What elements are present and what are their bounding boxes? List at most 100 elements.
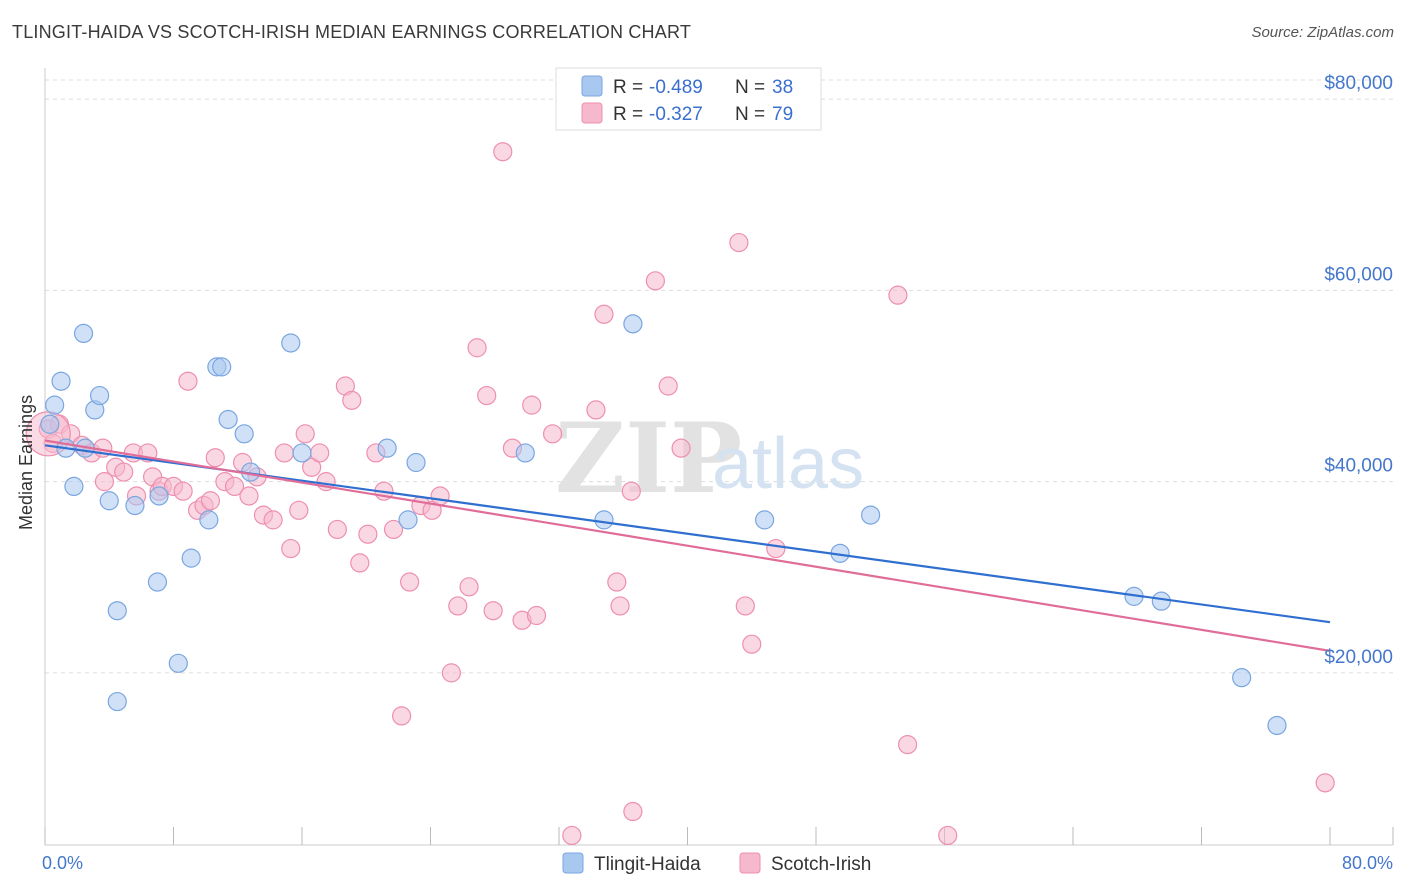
legend-swatch-blue [581, 75, 603, 97]
x-tick-labels: 0.0% 80.0% [42, 853, 1393, 873]
legend-n-value-1: 38 [772, 77, 793, 98]
source-credit: Source: ZipAtlas.com [1251, 24, 1394, 41]
scotch-irish-point-65 [607, 572, 627, 592]
tlingit-haida-point-17 [199, 510, 219, 530]
y-tick-label-3: $80,000 [1324, 73, 1393, 94]
bottom-legend-tlingit-haida: Tlingit-Haida [594, 854, 701, 875]
chart-title: TLINGIT-HAIDA VS SCOTCH-IRISH MEDIAN EAR… [12, 22, 692, 42]
tlingit-haida-point-30 [623, 314, 643, 334]
tlingit-haida-point-12 [125, 495, 145, 516]
scotch-irish-point-26 [239, 486, 259, 506]
scotch-irish-point-46 [400, 572, 420, 592]
legend-n-value-2: 79 [772, 104, 793, 125]
tlingit-haida-point-27 [406, 452, 426, 473]
scotch-irish-point-60 [526, 605, 547, 626]
scotch-irish-point-66 [610, 596, 630, 616]
scotch-irish-point-75 [766, 538, 786, 559]
legend-swatch-pink [581, 102, 603, 124]
scotch-irish-point-24 [224, 476, 245, 497]
scotch-irish-point-77 [897, 734, 918, 755]
scotch-irish-point-52 [459, 577, 479, 597]
scotch-irish-point-31 [281, 538, 301, 559]
scotch-irish-point-44 [383, 519, 404, 540]
scotch-irish-point-18 [178, 371, 198, 391]
tlingit-haida-point-8 [90, 385, 110, 406]
tlingit-haida-point-24 [292, 443, 312, 463]
tlingit-haida-point-15 [168, 653, 188, 673]
scotch-irish-point-30 [274, 443, 294, 463]
scotch-irish-point-50 [441, 663, 461, 683]
tlingit-haida-point-21 [234, 424, 254, 444]
scotch-irish-point-51 [448, 596, 468, 616]
scotch-irish-point-56 [493, 142, 513, 162]
tlingit-haida-point-33 [861, 505, 881, 525]
tlingit-haida-point-10 [107, 601, 127, 621]
scotch-irish-point-55 [483, 601, 503, 621]
tlingit-haida-points [40, 314, 1287, 736]
legend-n-label-1: N = [735, 77, 765, 98]
scotch-irish-point-21 [200, 491, 221, 511]
scotch-irish-point-64 [594, 304, 614, 324]
scotch-irish-point-32 [289, 500, 309, 520]
correlation-legend: R = -0.489 N = 38 R = -0.327 N = 79 [555, 67, 822, 131]
tlingit-haida-point-9 [99, 491, 119, 511]
scotch-irish-point-37 [327, 519, 347, 540]
scotch-irish-point-17 [173, 481, 193, 501]
tlingit-haida-point-1 [45, 395, 65, 415]
y-tick-label-2: $60,000 [1324, 264, 1393, 285]
tlingit-haida-point-19 [212, 357, 232, 377]
tlingit-haida-point-25 [377, 438, 397, 458]
tlingit-haida-point-13 [147, 572, 168, 592]
scotch-irish-point-72 [729, 232, 749, 253]
x-tick-label-end: 80.0% [1342, 853, 1393, 873]
watermark-atlas: atlas [712, 424, 864, 504]
scotch-irish-point-40 [350, 553, 370, 573]
tlingit-haida-point-11 [107, 691, 127, 712]
scotch-irish-point-54 [477, 385, 497, 406]
scotch-irish-point-35 [310, 443, 330, 463]
scotch-irish-point-71 [671, 438, 691, 458]
scotch-irish-point-73 [735, 596, 755, 616]
scotch-irish-point-49 [430, 486, 450, 506]
series-legend: Tlingit-Haida Scotch-Irish [562, 852, 871, 875]
scotch-irish-point-67 [623, 801, 643, 822]
bottom-legend-swatch-blue [562, 852, 584, 874]
scotch-irish-point-29 [263, 510, 283, 530]
legend-r-value-2: -0.327 [649, 104, 703, 125]
scotch-irish-point-39 [342, 390, 362, 410]
tlingit-haida-point-29 [594, 510, 614, 530]
scotch-irish-point-70 [658, 376, 678, 396]
tlingit-haida-point-4 [64, 476, 84, 497]
legend-r-value-1: -0.489 [649, 77, 703, 98]
tlingit-haida-point-26 [398, 510, 418, 530]
scotch-irish-point-78 [938, 825, 958, 846]
tlingit-haida-point-23 [281, 333, 301, 353]
bottom-legend-scotch-irish: Scotch-Irish [771, 854, 871, 875]
scotch-irish-point-33 [295, 424, 315, 444]
scotch-irish-point-79 [1315, 773, 1335, 793]
scotch-irish-point-68 [621, 481, 641, 501]
scotch-irish-point-74 [742, 634, 762, 654]
tlingit-haida-point-28 [515, 443, 535, 463]
tlingit-haida-point-37 [1267, 715, 1287, 736]
scotch-irish-point-9 [114, 462, 134, 482]
scotch-irish-points [25, 142, 1335, 846]
scotch-irish-point-69 [645, 271, 665, 291]
scotch-irish-point-61 [542, 424, 563, 444]
tlingit-haida-point-14 [149, 486, 169, 506]
y-tick-labels: $20,000 $40,000 $60,000 $80,000 [1324, 73, 1393, 668]
watermark: ZIP atlas [555, 402, 864, 515]
trend-lines [44, 439, 1331, 652]
scotch-irish-point-48 [422, 500, 442, 520]
gridlines [45, 79, 1393, 674]
y-tick-label-1: $40,000 [1324, 456, 1393, 477]
legend-n-label-2: N = [735, 104, 765, 125]
axes [44, 68, 1394, 846]
scotch-irish-trend-line [44, 439, 1331, 652]
tlingit-haida-point-20 [218, 409, 238, 430]
tlingit-haida-point-5 [73, 323, 94, 344]
y-axis-title: Median Earnings [16, 395, 36, 530]
scotch-irish-point-45 [391, 706, 412, 726]
tlingit-haida-point-0 [40, 414, 60, 434]
